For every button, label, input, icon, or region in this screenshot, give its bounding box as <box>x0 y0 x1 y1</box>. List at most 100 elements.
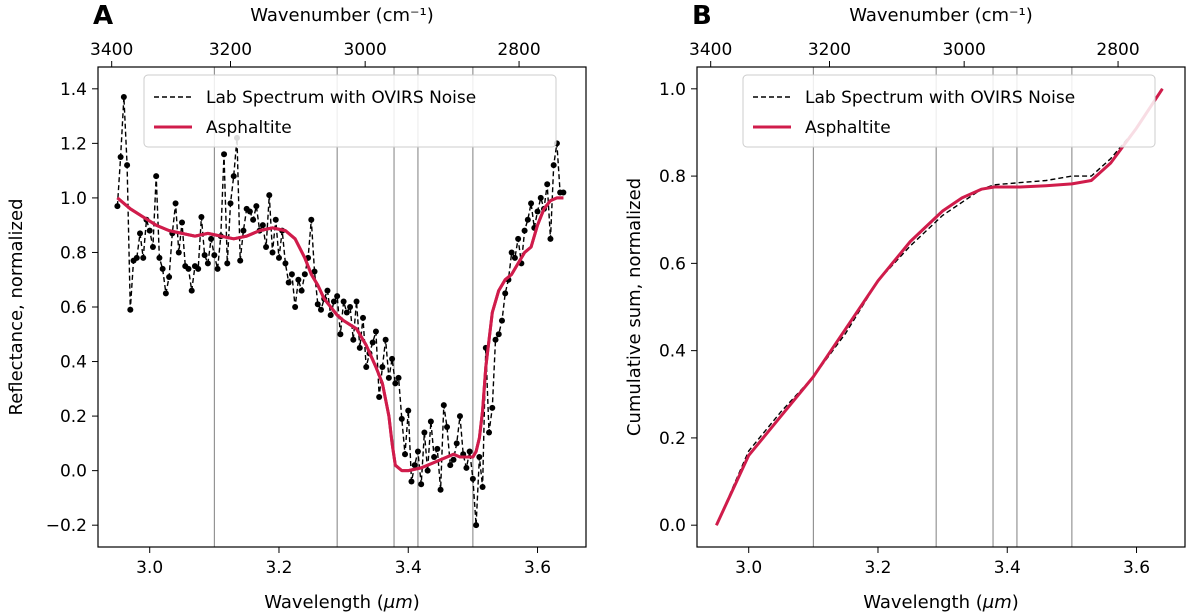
data-point <box>185 265 192 272</box>
axes-frame <box>696 66 1186 548</box>
data-point <box>447 462 454 469</box>
top-axis-title: Wavenumber (cm⁻¹) <box>250 5 434 26</box>
data-point <box>450 456 457 463</box>
data-point <box>360 314 367 321</box>
data-point <box>282 260 289 267</box>
data-point <box>246 208 253 215</box>
series-line-asphaltite <box>715 87 1164 526</box>
series-line-lab-spectrum <box>116 96 564 526</box>
data-point <box>175 249 182 256</box>
data-point <box>324 287 331 294</box>
data-point <box>298 287 305 294</box>
data-point <box>198 214 205 220</box>
data-point <box>473 522 480 529</box>
data-point <box>508 249 515 256</box>
data-point <box>285 279 292 286</box>
data-point <box>547 235 554 242</box>
y-tick-label: 0.6 <box>659 254 686 274</box>
x-tick-label: 3.2 <box>864 558 891 578</box>
data-point <box>534 208 541 215</box>
data-point <box>395 374 402 381</box>
data-point <box>389 355 396 362</box>
data-point <box>311 268 318 275</box>
data-point <box>356 344 363 351</box>
data-point <box>153 173 160 180</box>
data-point <box>476 454 483 460</box>
data-point <box>408 478 415 485</box>
data-point <box>427 418 434 425</box>
data-point <box>146 227 153 234</box>
legend-box <box>143 74 557 148</box>
data-point <box>140 254 147 261</box>
data-point <box>456 413 463 420</box>
y-tick-label: 0.0 <box>60 462 87 482</box>
data-point <box>437 486 444 493</box>
data-point <box>301 271 308 278</box>
data-point <box>120 94 127 100</box>
data-point <box>159 265 166 272</box>
data-point <box>511 254 518 261</box>
data-point <box>272 216 279 223</box>
top-tick-label: 3400 <box>689 40 732 60</box>
series-line-asphaltite-overlay <box>116 196 564 473</box>
y-tick-label: 1.2 <box>60 134 87 154</box>
x-tick-label: 3.6 <box>524 558 551 578</box>
y-tick-label: 1.0 <box>60 189 87 209</box>
data-point <box>327 312 334 319</box>
data-point <box>489 404 496 411</box>
data-point <box>463 464 470 471</box>
data-point <box>528 200 535 207</box>
data-point <box>221 151 228 158</box>
y-axis-title: Reflectance, normalized <box>6 198 27 415</box>
y-axis-title: Cumulative sum, normalized <box>624 178 645 436</box>
series-line-lab-spectrum <box>715 88 1163 526</box>
data-point <box>114 203 121 210</box>
data-point <box>288 271 295 278</box>
data-point <box>227 200 234 207</box>
data-point <box>498 317 505 324</box>
data-point <box>550 162 557 169</box>
legend: Lab Spectrum with OVIRS Noise Asphaltite <box>143 74 557 148</box>
data-point <box>392 380 399 387</box>
data-point <box>266 192 273 199</box>
data-point <box>440 402 447 409</box>
data-point <box>292 304 299 310</box>
data-point <box>405 407 412 414</box>
data-point <box>337 331 344 338</box>
data-point <box>117 154 124 160</box>
data-point <box>421 429 428 436</box>
data-point <box>424 467 431 474</box>
data-point <box>295 276 302 283</box>
data-point <box>347 304 354 310</box>
data-point <box>544 181 551 188</box>
y-tick-label: 0.4 <box>659 342 686 362</box>
x-tick-label: 3.4 <box>994 558 1021 578</box>
legend-label-lab: Lab Spectrum with OVIRS Noise <box>805 88 1075 108</box>
data-point <box>560 189 567 196</box>
data-point <box>204 260 211 267</box>
x-tick-label: 3.4 <box>395 558 422 578</box>
data-point <box>162 290 169 297</box>
data-point <box>492 336 499 343</box>
data-point <box>350 336 357 343</box>
data-point <box>411 462 418 469</box>
data-point <box>369 339 376 346</box>
data-point <box>372 328 379 335</box>
data-point <box>466 448 473 455</box>
top-tick-label: 2800 <box>497 40 540 60</box>
y-tick-label: 0.2 <box>659 429 686 449</box>
top-tick-label: 3000 <box>344 40 387 60</box>
data-point <box>172 200 179 207</box>
data-point <box>275 254 282 261</box>
x-tick-label: 3.2 <box>265 558 292 578</box>
data-point <box>263 244 270 250</box>
y-tick-label: 0.2 <box>60 407 87 427</box>
data-point <box>431 454 438 460</box>
data-point <box>521 227 528 234</box>
data-point <box>524 216 531 223</box>
data-point <box>385 374 392 381</box>
data-point <box>237 257 244 264</box>
x-tick-label: 3.0 <box>735 558 762 578</box>
data-point <box>314 301 321 308</box>
